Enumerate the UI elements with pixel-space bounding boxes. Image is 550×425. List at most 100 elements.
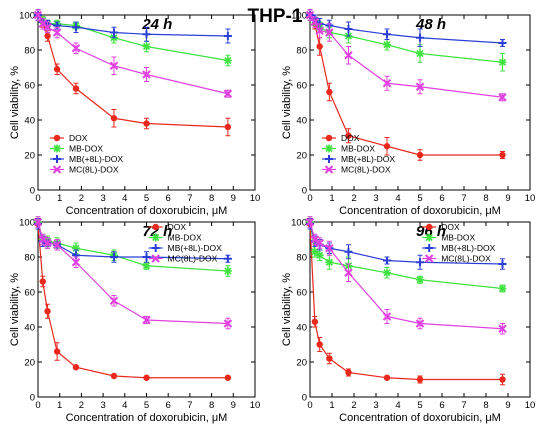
data-point [223, 32, 232, 40]
x-axis-label: Concentration of doxorubicin, μM [66, 412, 228, 424]
series-mc-8l-dox [305, 216, 507, 335]
data-point [109, 253, 118, 261]
legend-marker [425, 233, 434, 242]
series-line [37, 14, 228, 62]
x-tick-label: 10 [250, 400, 261, 411]
data-point [315, 26, 324, 35]
data-point [43, 238, 52, 248]
data-point [110, 115, 118, 122]
legend-label: MC(8L)-DOX [441, 254, 491, 264]
data-point [383, 374, 391, 381]
legend-marker [325, 144, 333, 153]
data-point [498, 58, 507, 67]
legend-label: DOX [441, 222, 460, 232]
legend-label: MC(8L)-DOX [69, 165, 119, 175]
y-tick-label: 100 [19, 218, 35, 229]
data-point [224, 374, 232, 381]
y-axis-label: Cell viability, % [281, 273, 293, 346]
y-tick-label: 20 [296, 358, 307, 369]
x-tick-label: 1 [57, 400, 62, 411]
data-point [344, 51, 353, 60]
legend-marker [151, 244, 160, 252]
data-point [142, 253, 151, 261]
legend-marker [424, 254, 434, 263]
data-point [315, 238, 324, 248]
series-line [37, 14, 228, 37]
data-point [499, 151, 506, 159]
x-tick-label: 2 [79, 193, 84, 204]
data-point [344, 268, 353, 277]
legend-marker [52, 165, 62, 174]
data-point [142, 42, 151, 51]
x-tick-label: 9 [505, 193, 510, 204]
legend-label: DOX [168, 222, 187, 232]
data-point [416, 376, 424, 383]
y-tick-label: 60 [24, 288, 35, 299]
x-tick-label: 9 [231, 193, 236, 204]
legend-label: MB(+8L)-DOX [341, 154, 395, 164]
y-tick-label: 0 [302, 393, 307, 404]
data-point [310, 247, 319, 256]
data-point [142, 30, 151, 39]
x-tick-label: 7 [461, 193, 466, 204]
data-point [415, 319, 425, 328]
data-point [499, 376, 506, 383]
legend-label: DOX [341, 133, 360, 143]
x-tick-label: 5 [417, 400, 422, 411]
data-point [53, 348, 61, 355]
legend-marker [151, 233, 160, 242]
x-tick-label: 10 [250, 193, 261, 204]
data-point [382, 79, 392, 88]
series-dox [34, 218, 232, 381]
data-point [223, 56, 232, 65]
x-tick-label: 5 [417, 193, 422, 204]
x-tick-label: 4 [395, 193, 400, 204]
x-tick-label: 3 [100, 400, 105, 411]
data-point [345, 369, 352, 376]
x-tick-label: 0 [307, 400, 312, 411]
plot-frame [37, 221, 256, 398]
x-tick-label: 0 [35, 193, 40, 204]
data-point [143, 374, 150, 381]
x-tick-label: 7 [461, 400, 466, 411]
series-mc-8l-dox [305, 9, 507, 102]
data-point [223, 267, 232, 275]
x-tick-label: 4 [395, 400, 400, 411]
x-tick-label: 3 [373, 400, 378, 411]
x-tick-label: 2 [79, 400, 84, 411]
y-tick-label: 40 [24, 323, 35, 334]
x-tick-label: 10 [525, 400, 536, 411]
data-point [415, 82, 425, 91]
y-tick-label: 60 [24, 81, 35, 92]
y-tick-label: 40 [24, 116, 35, 127]
legend-label: MB-DOX [441, 233, 475, 243]
data-point [416, 49, 424, 58]
data-point [223, 319, 233, 328]
x-tick-label: 6 [439, 400, 444, 411]
legend-label: MB(+8L)-DOX [441, 243, 495, 253]
legend-marker [151, 254, 160, 263]
legend-label: MC(8L)-DOX [341, 165, 391, 175]
x-tick-label: 2 [351, 400, 356, 411]
legend-marker [53, 155, 61, 163]
x-tick-label: 6 [166, 400, 171, 411]
legend-label: MB-DOX [341, 144, 375, 154]
x-tick-label: 6 [166, 193, 171, 204]
legend-label: MB-DOX [69, 144, 103, 154]
data-point [44, 32, 51, 40]
data-point [110, 372, 118, 380]
data-point [315, 251, 324, 260]
data-point [223, 89, 233, 98]
data-point [33, 10, 43, 20]
legend-marker [325, 134, 333, 142]
x-tick-label: 7 [187, 193, 192, 204]
series-mc-8l-dox [33, 9, 233, 98]
y-tick-label: 100 [291, 11, 307, 22]
y-tick-label: 100 [291, 218, 307, 229]
x-tick-label: 8 [483, 400, 488, 411]
